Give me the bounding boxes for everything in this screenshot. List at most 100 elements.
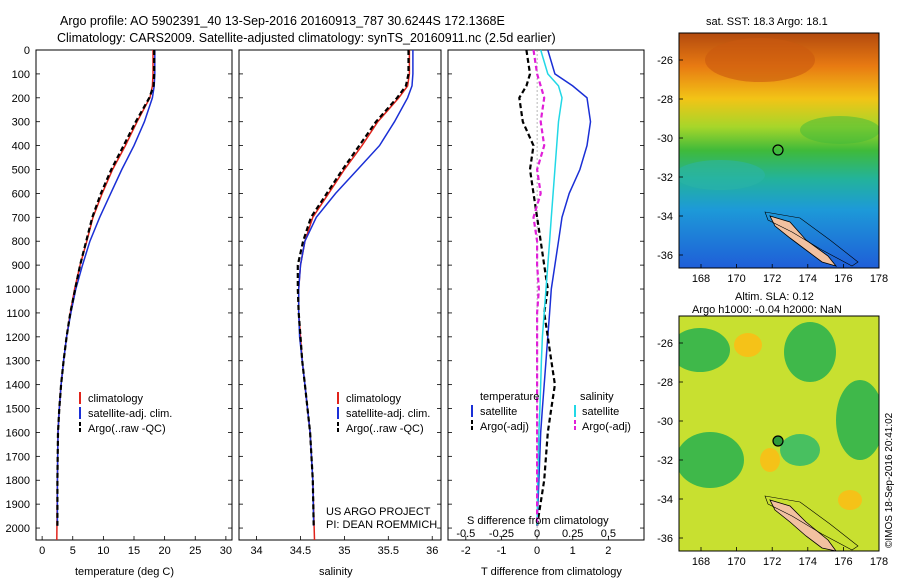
map-y-tick-label: -34	[657, 494, 673, 506]
map-x-tick-label: 168	[692, 556, 710, 568]
depth-tick-label: 600	[12, 188, 30, 200]
pi-credit: PI: DEAN ROEMMICH	[326, 519, 437, 531]
s-tick-label: 0.25	[562, 528, 583, 540]
x-tick-label: 0	[39, 545, 45, 557]
difference-panel-frame	[447, 49, 645, 541]
s-tick-label: -0.25	[489, 528, 514, 540]
map-x-tick-label: 176	[834, 273, 852, 285]
depth-tick-label: 800	[12, 236, 30, 248]
figure-title-line2: Climatology: CARS2009. Satellite-adjuste…	[57, 31, 556, 45]
depth-tick-label: 100	[12, 69, 30, 81]
sla-blob	[836, 380, 879, 460]
x-tick-label: 34	[250, 545, 262, 557]
x-tick-label: 30	[220, 545, 232, 557]
sst-map: sat. SST: 18.3 Argo: 18.1 -26 -28 -30 -32 -3…	[657, 16, 888, 285]
depth-tick-label: 400	[12, 141, 30, 153]
sst-map-frame	[678, 32, 880, 269]
series-line	[56, 50, 156, 526]
x-tick-label: 10	[97, 545, 109, 557]
map-x-tick-label: 174	[799, 273, 817, 285]
difference-xlabel-t: T difference from climatology	[481, 566, 622, 578]
depth-tick-label: 2000	[6, 523, 30, 535]
x-tick-label: 36	[426, 545, 438, 557]
x-tick-label: 2	[605, 545, 611, 557]
depth-tick-label: 1100	[6, 308, 30, 320]
sla-high	[838, 490, 862, 510]
salinity-legend: climatology satellite-adj. clim. Argo(..…	[337, 392, 430, 435]
difference-panel: -2 -1 0 1 2 -0.5 -0.25 0 0.25 0.5	[456, 49, 616, 557]
legend-s-argo-label: Argo(-adj)	[582, 421, 631, 433]
x-tick-label: 1	[570, 545, 576, 557]
s-tick-label: 0.5	[601, 528, 616, 540]
depth-tick-label: 1900	[6, 499, 30, 511]
difference-xlabel-s: S difference from climatology	[467, 515, 609, 527]
sla-high	[760, 448, 780, 472]
map-x-tick-label: 176	[834, 556, 852, 568]
depth-tick-label: 1300	[6, 356, 30, 368]
legend-satellite-label: satellite-adj. clim.	[88, 408, 172, 420]
difference-legend: temperature salinity satellite Argo(-adj…	[471, 391, 631, 433]
map-x-tick-label: 172	[763, 273, 781, 285]
legend-climatology-label: climatology	[88, 393, 144, 405]
sst-warm-patch	[705, 38, 815, 82]
depth-tick-label: 1700	[6, 451, 30, 463]
sla-map-ticks: -26 -28 -30 -32 -34 -36 168 170 172 174 176 178	[657, 338, 888, 568]
legend-argo-label: Argo(..raw -QC)	[346, 423, 424, 435]
salinity-panel-frame	[238, 49, 442, 541]
series-line	[518, 49, 557, 526]
sla-blob	[784, 322, 836, 382]
s-tick-label: -0.5	[456, 528, 475, 540]
temperature-legend: climatology satellite-adj. clim. Argo(..…	[79, 392, 172, 435]
map-y-tick-label: -30	[657, 416, 673, 428]
sla-map-title1: Altim. SLA: 0.12	[735, 291, 814, 303]
map-y-tick-label: -30	[657, 133, 673, 145]
legend-s-satellite-label: satellite	[582, 406, 619, 418]
depth-tick-label: 1200	[6, 332, 30, 344]
depth-tick-label: 700	[12, 212, 30, 224]
map-y-tick-label: -34	[657, 211, 673, 223]
x-tick-label: -2	[461, 545, 471, 557]
x-tick-label: 25	[189, 545, 201, 557]
map-y-tick-label: -36	[657, 533, 673, 545]
temperature-xlabel: temperature (deg C)	[75, 566, 174, 578]
series-line	[56, 50, 156, 526]
s-tick-label: 0	[534, 528, 540, 540]
legend-salinity-header: salinity	[580, 391, 614, 403]
legend-argo-label: Argo(..raw -QC)	[88, 423, 166, 435]
map-x-tick-label: 178	[870, 273, 888, 285]
sla-blob	[780, 434, 820, 466]
map-y-tick-label: -32	[657, 172, 673, 184]
depth-tick-label: 0	[24, 45, 30, 57]
bathymetry-contour	[764, 495, 859, 551]
depth-tick-label: 1400	[6, 380, 30, 392]
sst-map-ticks: -26 -28 -30 -32 -34 -36 168 170 172 174 176 178	[657, 55, 888, 285]
project-credit: US ARGO PROJECT	[326, 506, 431, 518]
argo-float-marker	[772, 435, 784, 447]
sla-blob	[679, 328, 730, 372]
x-tick-label: 35.5	[378, 545, 399, 557]
map-y-tick-label: -28	[657, 377, 673, 389]
sla-high	[734, 333, 762, 357]
legend-satellite-label: satellite-adj. clim.	[346, 408, 430, 420]
salinity-panel: 34 34.5 35 35.5 36	[250, 50, 438, 557]
sst-green-patch	[800, 116, 879, 144]
new-zealand-land	[769, 499, 837, 551]
legend-t-satellite-label: satellite	[480, 406, 517, 418]
legend-temperature-header: temperature	[480, 391, 539, 403]
series-line	[296, 50, 410, 526]
sla-map-title2: Argo h1000: -0.04 h2000: NaN	[692, 304, 842, 316]
x-tick-label: 35	[338, 545, 350, 557]
bathymetry-contour	[764, 211, 859, 267]
sla-blob	[679, 432, 744, 488]
map-y-tick-label: -32	[657, 455, 673, 467]
x-tick-label: 20	[159, 545, 171, 557]
map-y-tick-label: -28	[657, 94, 673, 106]
temperature-panel-frame	[35, 49, 233, 541]
depth-tick-label: 300	[12, 117, 30, 129]
depth-tick-label: 1000	[6, 284, 30, 296]
depth-tick-label: 1600	[6, 427, 30, 439]
map-x-tick-label: 178	[870, 556, 888, 568]
map-y-tick-label: -36	[657, 250, 673, 262]
legend-climatology-label: climatology	[346, 393, 402, 405]
